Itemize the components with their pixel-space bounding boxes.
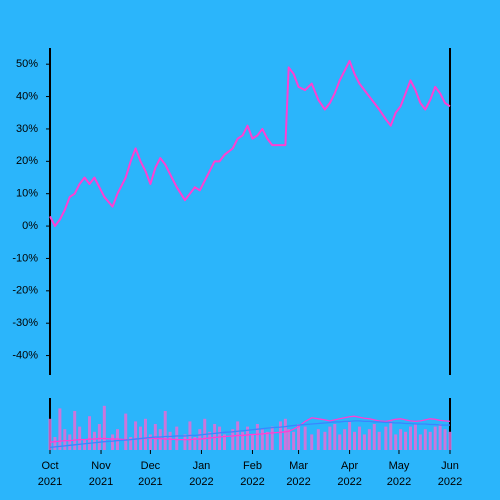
volume-bar <box>408 426 412 450</box>
volume-bar <box>418 434 422 450</box>
volume-bar <box>270 426 274 450</box>
line <box>49 420 450 449</box>
volume-bar <box>292 431 296 450</box>
volume-bar <box>83 439 87 450</box>
volume-bar <box>443 429 447 450</box>
x-tick-label: Jun 2022 <box>438 460 462 488</box>
volume-bar <box>423 429 427 450</box>
volume-bar <box>111 434 115 450</box>
volume-bar <box>384 426 388 450</box>
volume-bar <box>208 431 212 450</box>
volume-bar <box>222 434 226 450</box>
x-tick-label: Dec 2021 <box>138 460 162 488</box>
x-tick-label: May 2022 <box>387 460 411 488</box>
volume-bar <box>316 429 320 450</box>
volume-bar <box>303 426 307 450</box>
volume-bar <box>97 424 101 450</box>
volume-bar <box>241 431 245 450</box>
volume-bar <box>287 429 291 450</box>
volume-bar <box>328 426 332 450</box>
volume-bar <box>338 434 342 450</box>
y-tick-label: 40% <box>16 90 38 102</box>
volume-bar <box>250 434 254 450</box>
x-tick-label: Mar 2022 <box>286 460 310 488</box>
volume-bar <box>297 424 301 450</box>
y-tick-label: -10% <box>12 252 38 264</box>
volume-bar <box>348 421 352 450</box>
volume-bar <box>428 431 432 450</box>
volume-bar <box>399 429 403 450</box>
volume-bar <box>246 426 250 450</box>
volume-bar <box>78 426 82 450</box>
volume-bar <box>68 434 72 450</box>
volume-bar <box>265 431 269 450</box>
line <box>49 59 451 228</box>
x-tick-label: Feb 2022 <box>240 460 264 488</box>
y-tick-label: 50% <box>16 58 38 70</box>
x-tick-label: Nov 2021 <box>89 460 113 488</box>
volume-bar <box>353 431 357 450</box>
x-tick-label: Apr 2022 <box>337 460 361 488</box>
volume-bar <box>362 434 366 450</box>
volume-bar <box>58 408 62 450</box>
volume-bar <box>377 431 381 450</box>
y-tick-label: 30% <box>16 123 38 135</box>
volume-bar <box>283 418 287 450</box>
volume-bar <box>323 431 327 450</box>
volume-bar <box>102 405 106 450</box>
volume-bar <box>394 434 398 450</box>
y-tick-label: -40% <box>12 349 38 361</box>
volume-bar <box>372 424 376 450</box>
volume-bar <box>158 429 162 450</box>
x-tick-label: Jan 2022 <box>189 460 213 488</box>
volume-bar <box>333 424 337 450</box>
volume-bar <box>448 431 452 450</box>
volume-bar <box>260 429 264 450</box>
volume-bar <box>193 437 197 450</box>
volume-bar <box>357 426 361 450</box>
volume-bar <box>92 431 96 450</box>
volume-bar <box>389 421 393 450</box>
volume-bar <box>168 431 172 450</box>
volume-bar <box>148 434 152 450</box>
volume-bar <box>175 426 179 450</box>
volume-bar <box>143 418 147 450</box>
volume-bar <box>310 434 314 450</box>
x-tick-label: Oct 2021 <box>38 460 62 488</box>
volume-bar <box>343 429 347 450</box>
y-tick-label: -20% <box>12 285 38 297</box>
volume-bar <box>433 426 437 450</box>
volume-bar <box>163 411 167 450</box>
volume-bar <box>231 429 235 450</box>
volume-bar <box>404 431 408 450</box>
volume-bar <box>218 426 222 450</box>
y-tick-label: 0% <box>22 220 38 232</box>
volume-bar <box>124 413 128 450</box>
volume-bar <box>255 424 259 450</box>
volume-bar <box>413 424 417 450</box>
volume-bar <box>73 411 77 450</box>
y-tick-label: 10% <box>16 188 38 200</box>
volume-bar <box>53 437 57 450</box>
volume-bar <box>88 416 92 450</box>
volume-bar <box>129 437 133 450</box>
y-tick-label: 20% <box>16 155 38 167</box>
volume-bar <box>367 429 371 450</box>
volume-bar <box>438 424 442 450</box>
volume-bar <box>183 434 187 450</box>
line <box>49 415 451 443</box>
y-tick-label: -30% <box>12 317 38 329</box>
volume-bar <box>48 418 52 450</box>
volume-bar <box>134 421 138 450</box>
volume-bar <box>278 421 282 450</box>
volume-bar <box>63 429 67 450</box>
